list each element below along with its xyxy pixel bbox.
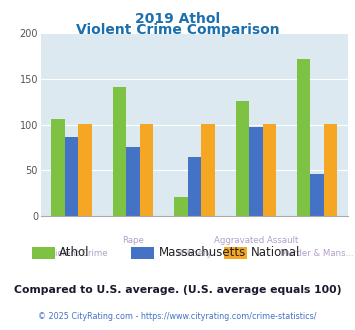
Bar [187,157,201,216]
Text: Violent Crime Comparison: Violent Crime Comparison [76,23,279,37]
Bar [65,137,78,216]
Text: All Violent Crime: All Violent Crime [36,249,107,258]
Text: Robbery: Robbery [176,249,212,258]
Bar [310,174,324,216]
Bar [201,124,215,216]
Bar [263,124,276,216]
Text: Athol: Athol [59,246,90,259]
Bar [113,87,126,216]
Bar [249,127,263,216]
Bar [140,124,153,216]
Bar [126,148,140,216]
Text: Massachusetts: Massachusetts [159,246,246,259]
Bar [78,124,92,216]
Text: Aggravated Assault: Aggravated Assault [214,236,298,245]
Text: Rape: Rape [122,236,144,245]
Text: 2019 Athol: 2019 Athol [135,12,220,25]
Text: National: National [251,246,300,259]
Bar [174,197,187,216]
Text: Compared to U.S. average. (U.S. average equals 100): Compared to U.S. average. (U.S. average … [14,285,341,295]
Bar [51,119,65,216]
Bar [324,124,338,216]
Text: © 2025 CityRating.com - https://www.cityrating.com/crime-statistics/: © 2025 CityRating.com - https://www.city… [38,312,317,321]
Text: Murder & Mans...: Murder & Mans... [280,249,354,258]
Bar [235,101,249,216]
Bar [297,59,310,216]
